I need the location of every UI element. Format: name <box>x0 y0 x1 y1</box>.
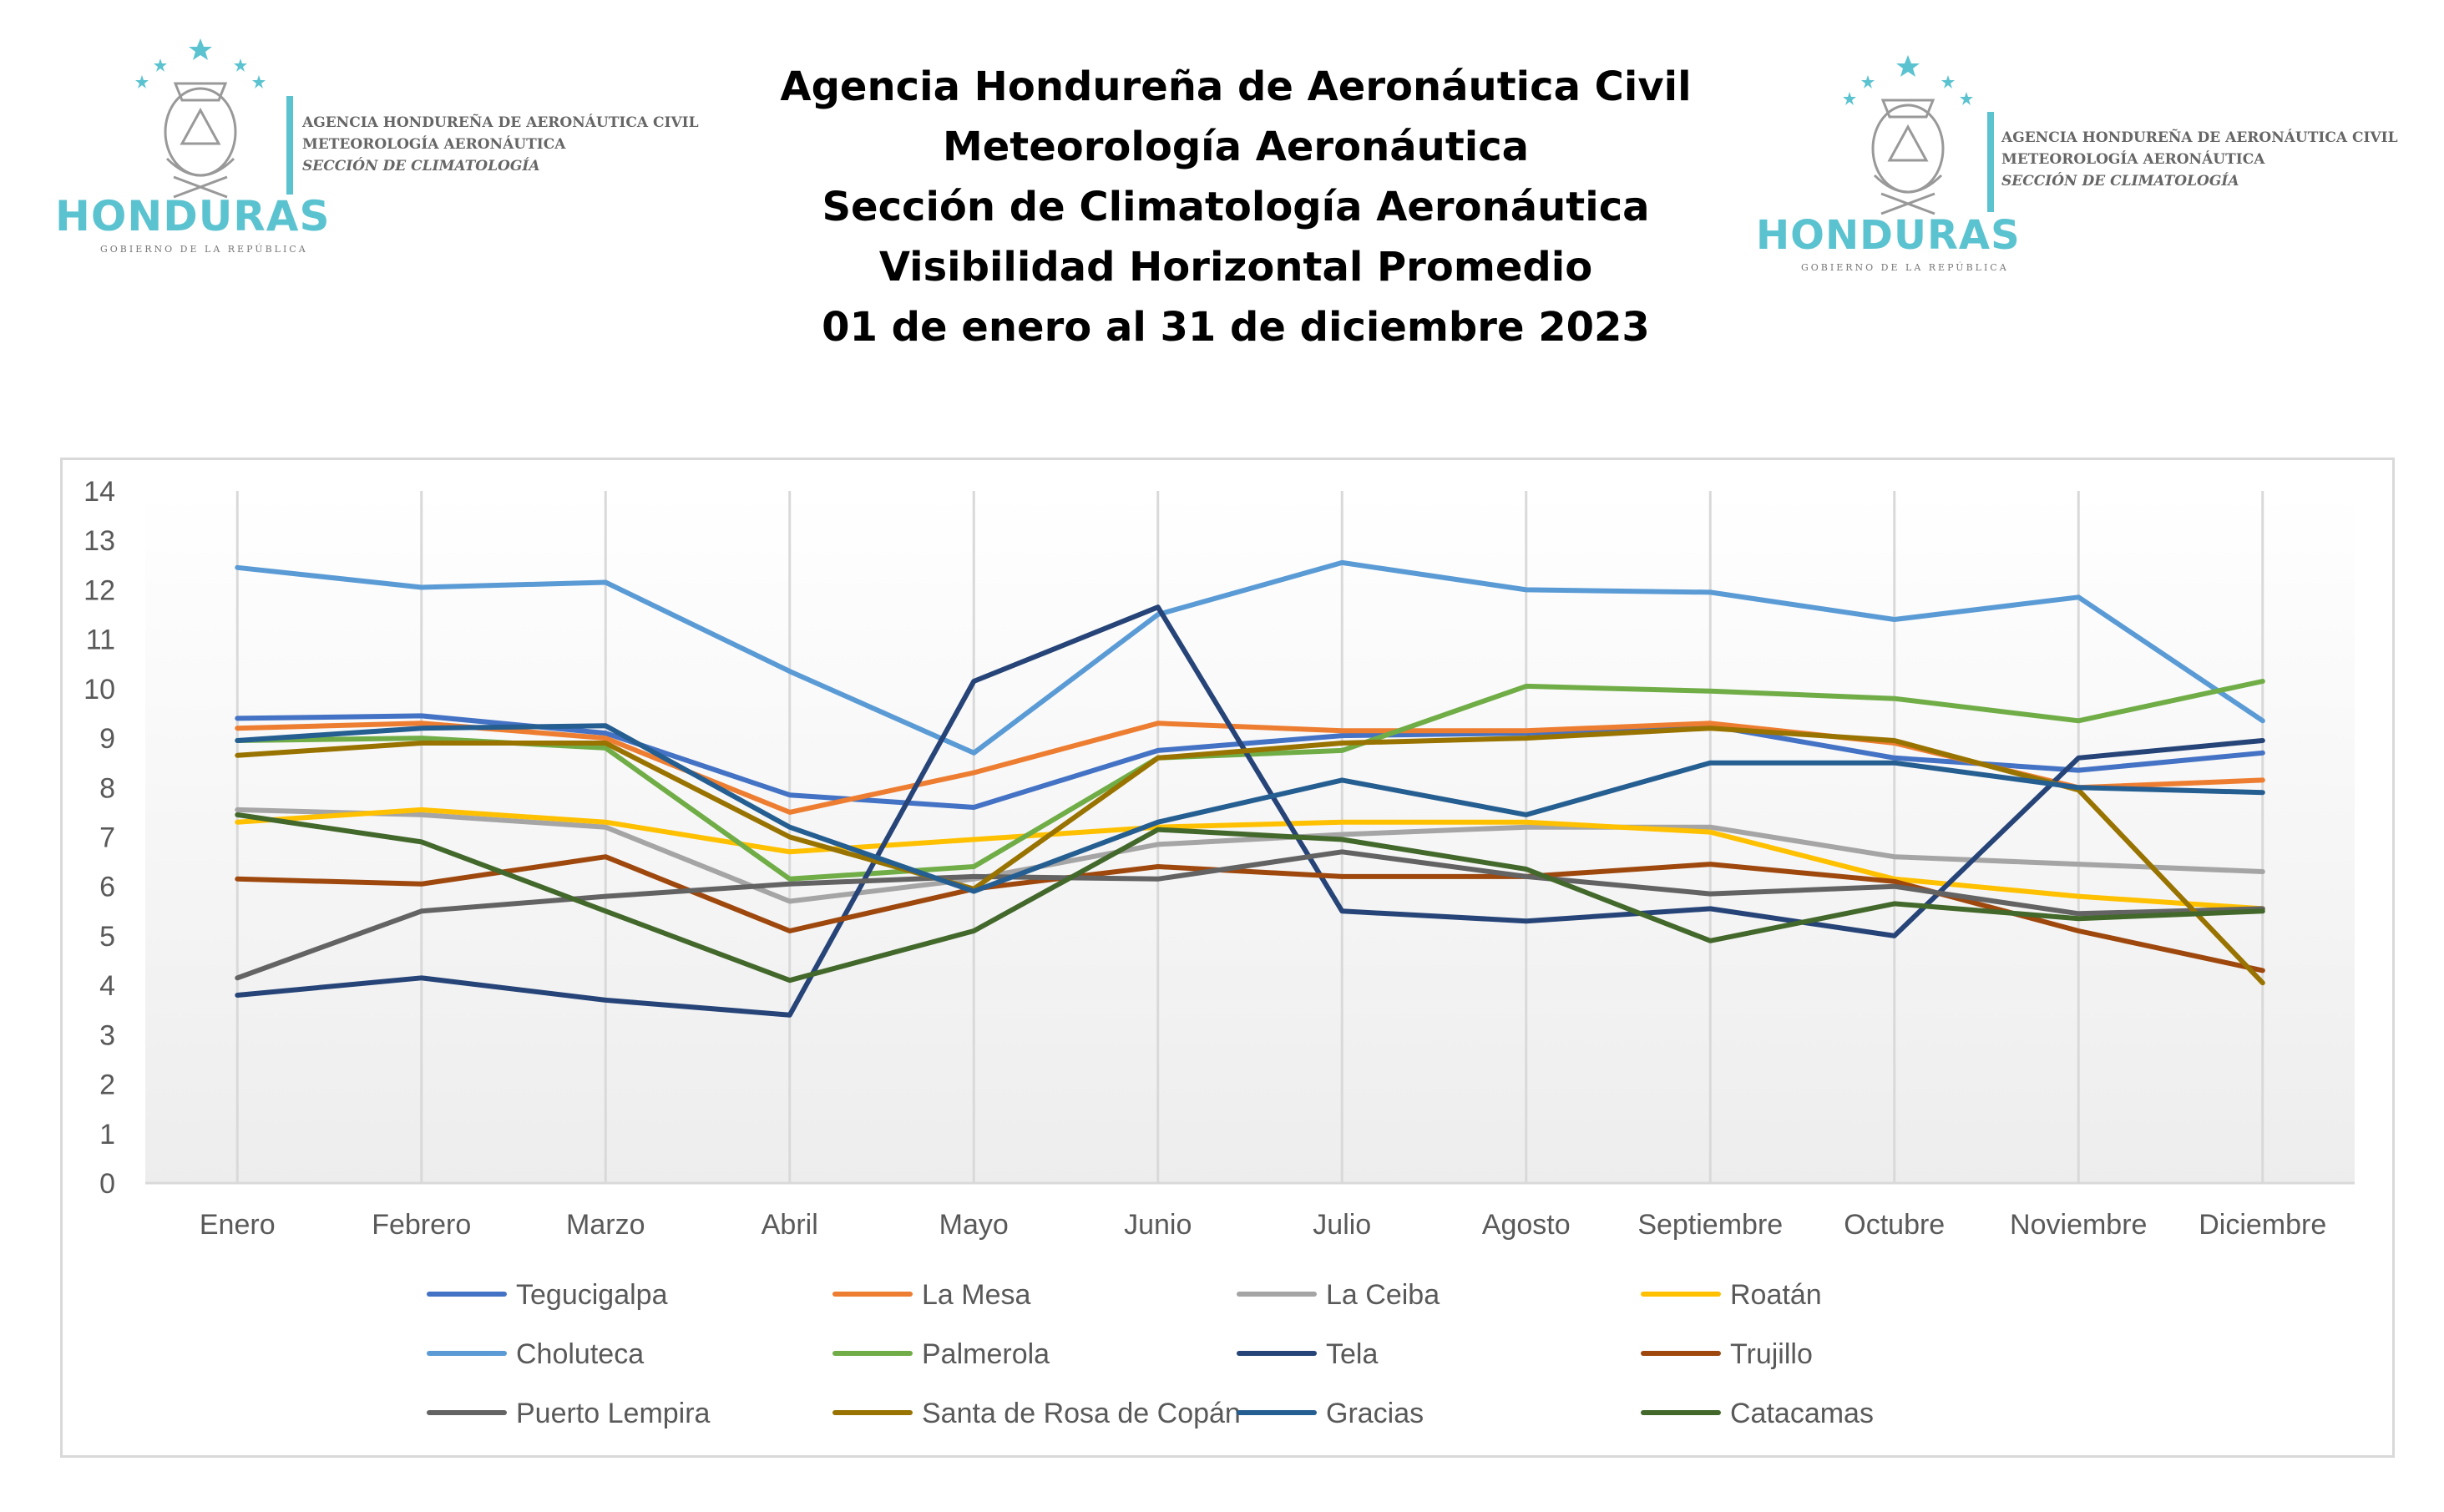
series-line-palmerola <box>235 679 2265 882</box>
y-tick-label: 5 <box>99 921 115 953</box>
title-line-5: 01 de enero al 31 de diciembre 2023 <box>822 304 1650 351</box>
logo-left: HONDURAS GOBIERNO DE LA REPÚBLICA AGENCI… <box>50 33 718 267</box>
legend-label: Puerto Lempira <box>516 1398 711 1429</box>
x-tick-label: Junio <box>1124 1209 1192 1241</box>
title-line-2: Meteorología Aeronáutica <box>942 124 1530 170</box>
legend-entry: Gracias <box>1237 1398 1424 1429</box>
agency-line-1: AGENCIA HONDUREÑA DE AERONÁUTICA CIVIL <box>2001 129 2398 146</box>
coat-of-arms-icon <box>1843 55 1973 215</box>
x-tick-label: Julio <box>1313 1209 1371 1241</box>
y-tick-label: 9 <box>99 723 115 755</box>
y-tick-label: 13 <box>83 525 115 557</box>
legend-entry: Puerto Lempira <box>427 1398 711 1429</box>
y-tick-label: 14 <box>83 476 115 508</box>
legend-label: La Ceiba <box>1326 1279 1440 1311</box>
wordmark-left: HONDURAS <box>55 192 331 240</box>
y-tick-label: 0 <box>99 1168 115 1200</box>
legend-entry: Tela <box>1237 1338 1378 1370</box>
x-tick-label: Mayo <box>939 1209 1009 1241</box>
legend-label: Choluteca <box>516 1338 644 1370</box>
agency-text-left: AGENCIA HONDUREÑA DE AERONÁUTICA CIVIL M… <box>302 112 699 177</box>
wordmark-subtitle-right: GOBIERNO DE LA REPÚBLICA <box>1801 262 2009 273</box>
x-tick-label: Diciembre <box>2199 1209 2326 1241</box>
legend-entry: Palmerola <box>832 1338 1050 1370</box>
title-line-3: Sección de Climatología Aeronáutica <box>822 184 1650 230</box>
y-tick-label: 4 <box>99 970 115 1002</box>
legend-label: Palmerola <box>922 1338 1050 1370</box>
x-tick-label: Marzo <box>566 1209 645 1241</box>
logo-divider-left <box>286 96 293 195</box>
x-tick-label: Agosto <box>1482 1209 1571 1241</box>
x-tick-label: Febrero <box>372 1209 471 1241</box>
legend-entry: La Ceiba <box>1237 1279 1440 1311</box>
series-line-santa-de-rosa-de-copan <box>235 726 2265 986</box>
y-tick-label: 1 <box>99 1119 115 1150</box>
y-tick-label: 3 <box>99 1019 115 1051</box>
agency-line-2: METEOROLOGÍA AERONÁUTICA <box>302 136 566 153</box>
y-tick-label: 8 <box>99 772 115 804</box>
legend-label: Tegucigalpa <box>516 1279 668 1311</box>
legend-label: Trujillo <box>1730 1338 1813 1370</box>
logo-divider-right <box>1987 112 1994 212</box>
y-tick-label: 10 <box>83 674 115 705</box>
y-tick-label: 6 <box>99 872 115 903</box>
legend-entry: Tegucigalpa <box>427 1279 668 1311</box>
chart-frame <box>60 458 2395 1458</box>
x-tick-label: Septiembre <box>1637 1209 1783 1241</box>
legend-label: Gracias <box>1326 1398 1424 1429</box>
legend-entry: Roatán <box>1641 1279 1822 1311</box>
wordmark-subtitle-left: GOBIERNO DE LA REPÚBLICA <box>100 244 308 255</box>
legend-label: Roatán <box>1730 1279 1822 1311</box>
series-line-choluteca <box>235 559 2265 756</box>
series-line-la-ceiba <box>235 807 2265 904</box>
series-line-catacamas <box>235 812 2265 984</box>
legend-label: La Mesa <box>922 1279 1030 1311</box>
title-line-1: Agencia Hondureña de Aeronáutica Civil <box>780 63 1692 110</box>
wordmark-right: HONDURAS <box>1756 212 2021 259</box>
legend-label: Catacamas <box>1730 1398 1874 1429</box>
legend-label: Tela <box>1326 1338 1378 1370</box>
y-tick-label: 2 <box>99 1070 115 1101</box>
series-line-gracias <box>235 723 2265 894</box>
agency-line-3: SECCIÓN DE CLIMATOLOGÍA <box>2001 173 2239 190</box>
series-line-tegucigalpa <box>235 713 2265 810</box>
series-line-roatan <box>235 807 2265 912</box>
legend-entry: Trujillo <box>1641 1338 1813 1370</box>
legend-label: Santa de Rosa de Copán <box>922 1398 1241 1429</box>
coat-of-arms-icon <box>135 38 266 199</box>
legend-entry: Choluteca <box>427 1338 644 1370</box>
x-tick-label: Octubre <box>1844 1209 1945 1241</box>
x-tick-label: Enero <box>200 1209 276 1241</box>
agency-line-1: AGENCIA HONDUREÑA DE AERONÁUTICA CIVIL <box>302 114 699 131</box>
agency-line-3: SECCIÓN DE CLIMATOLOGÍA <box>302 158 540 174</box>
agency-line-2: METEOROLOGÍA AERONÁUTICA <box>2001 151 2265 168</box>
y-tick-label: 7 <box>99 822 115 854</box>
y-tick-label: 12 <box>83 574 115 606</box>
legend-entry: Santa de Rosa de Copán <box>832 1398 1241 1429</box>
legend-entry: La Mesa <box>832 1279 1030 1311</box>
legend-entry: Catacamas <box>1641 1398 1874 1429</box>
logo-right: HONDURAS GOBIERNO DE LA REPÚBLICA AGENCI… <box>1749 50 2417 284</box>
x-tick-label: Noviembre <box>2010 1209 2147 1241</box>
agency-text-right: AGENCIA HONDUREÑA DE AERONÁUTICA CIVIL M… <box>2001 127 2398 192</box>
page-title: Agencia Hondureña de Aeronáutica Civil M… <box>735 57 1737 357</box>
x-tick-label: Abril <box>762 1209 818 1241</box>
y-tick-label: 11 <box>86 625 115 656</box>
title-line-4: Visibilidad Horizontal Promedio <box>878 244 1593 291</box>
